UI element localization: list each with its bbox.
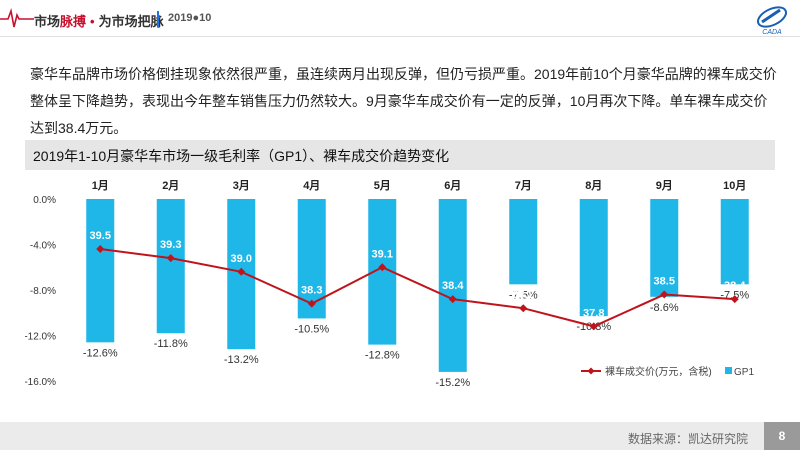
gp1-bar: [650, 199, 679, 297]
page-number: 8: [778, 429, 786, 443]
gp1-bar-label: -13.2%: [224, 354, 259, 366]
category-label: 5月: [374, 179, 391, 192]
price-label: 38.2: [513, 289, 534, 301]
gp1-bar: [579, 199, 608, 317]
price-label: 38.4: [442, 280, 464, 292]
category-label: 1月: [92, 179, 109, 192]
gp1-bar: [86, 199, 115, 343]
price-label: 39.5: [90, 230, 111, 242]
category-label: 2月: [162, 179, 179, 192]
y-tick-label: 0.0%: [33, 195, 56, 206]
legend-price-label: 裸车成交价(万元，含税): [605, 365, 712, 378]
category-label: 8月: [585, 179, 602, 192]
y-tick-label: -12.0%: [25, 332, 56, 343]
gp1-bar: [509, 199, 538, 285]
brand-part-c: 为市场把脉: [98, 14, 164, 29]
price-point: [589, 322, 598, 331]
gp1-bar-label: -12.6%: [83, 347, 118, 359]
cada-logo-icon: CADA: [756, 6, 788, 36]
category-label: 10月: [723, 179, 746, 192]
price-label: 38.3: [301, 285, 322, 297]
price-label: 38.4: [724, 280, 746, 292]
gp1-bar: [156, 199, 185, 334]
y-tick-label: -16.0%: [25, 377, 56, 388]
legend-gp1-label: GP1: [734, 367, 754, 378]
gp1-bar-label: -15.2%: [435, 377, 470, 389]
y-tick-label: -4.0%: [30, 241, 56, 252]
price-point: [166, 254, 175, 263]
price-point: [730, 295, 739, 304]
price-label: 39.0: [231, 253, 252, 265]
page-number-box: 8: [764, 422, 800, 450]
chart-title: 2019年1-10月豪华车市场一级毛利率（GP1）、裸车成交价趋势变化: [33, 148, 450, 164]
price-point: [448, 295, 457, 304]
data-source: 数据来源：凯达研究院: [628, 432, 749, 446]
brand-dot: •: [90, 14, 95, 29]
y-tick-label: -8.0%: [30, 286, 56, 297]
brand-title: 市场脉搏 • 为市场把脉: [34, 11, 164, 30]
price-label: 37.8: [583, 307, 604, 319]
price-label: 38.5: [654, 276, 675, 288]
price-point: [378, 263, 387, 272]
pulse-icon: [0, 8, 34, 28]
legend-line-marker: [587, 367, 595, 375]
category-label: 7月: [515, 179, 532, 192]
page-footer: 数据来源：凯达研究院 8: [0, 422, 800, 450]
price-point: [96, 245, 105, 254]
gp1-price-chart: 0.0% -4.0% -8.0% -12.0% -16.0% 1月 2月 3月 4月 5月 6月 7月…: [25, 179, 754, 389]
price-point: [660, 290, 669, 299]
gp1-bar-label: -12.8%: [365, 350, 400, 362]
category-label: 3月: [233, 179, 250, 192]
gp1-bar-label: -11.8%: [154, 338, 188, 350]
legend-bar-swatch: [725, 367, 732, 374]
chart-title-bar: 2019年1-10月豪华车市场一级毛利率（GP1）、裸车成交价趋势变化: [25, 140, 775, 170]
gp1-bar: [438, 199, 467, 372]
summary-paragraph: 豪华车品牌市场价格倒挂现象依然很严重，虽连续两月出现反弹，但仍亏损严重。2019…: [30, 66, 777, 136]
header-separator: [157, 11, 159, 27]
price-point: [237, 267, 246, 276]
price-label: 39.1: [372, 248, 393, 260]
brand-part-b: 脉搏: [60, 14, 87, 29]
gp1-bar-label: -8.6%: [650, 302, 679, 314]
gp1-bar-label: -7.5%: [509, 289, 538, 301]
category-label: 4月: [303, 179, 320, 192]
price-line: [100, 248, 735, 328]
category-label: 9月: [656, 179, 673, 192]
gp1-bar-label: -10.5%: [294, 323, 329, 335]
issue-label: 2019●10: [168, 12, 212, 24]
logo-text: CADA: [762, 29, 782, 36]
category-label: 6月: [444, 179, 461, 192]
price-point: [307, 299, 316, 308]
page-header: 市场脉搏 • 为市场把脉 2019●10 CADA: [0, 0, 800, 40]
header-rule: [0, 36, 800, 37]
price-label: 39.3: [160, 239, 181, 251]
gp1-bar: [720, 199, 749, 285]
brand-part-a: 市场: [34, 14, 61, 29]
price-point: [519, 304, 528, 313]
